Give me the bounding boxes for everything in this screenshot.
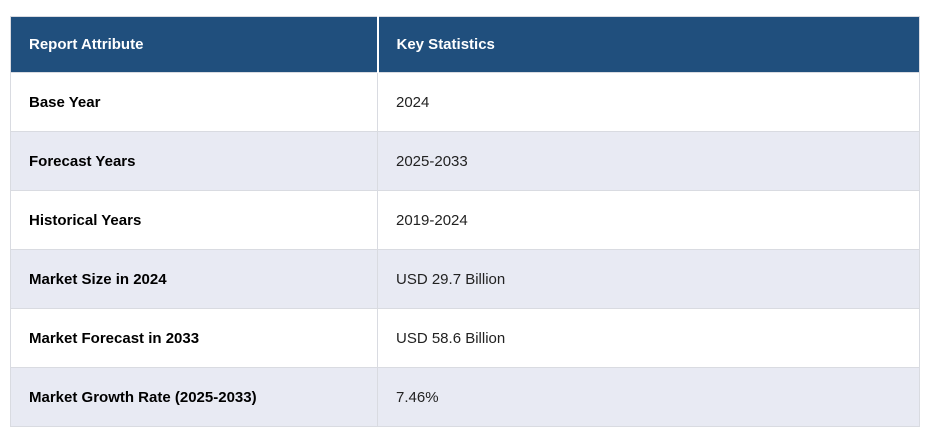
value-cell: 2025-2033 <box>377 131 920 191</box>
column-header-report-attribute: Report Attribute <box>10 16 379 73</box>
report-statistics-table-container: Report Attribute Key Statistics Base Yea… <box>10 16 920 427</box>
table-row: Market Size in 2024 USD 29.7 Billion <box>10 249 920 309</box>
table-row: Market Growth Rate (2025-2033) 7.46% <box>10 367 920 427</box>
attribute-cell: Market Growth Rate (2025-2033) <box>10 367 378 427</box>
table-row: Historical Years 2019-2024 <box>10 190 920 250</box>
column-header-key-statistics: Key Statistics <box>396 36 495 53</box>
table-row: Market Forecast in 2033 USD 58.6 Billion <box>10 308 920 368</box>
table-row: Forecast Years 2025-2033 <box>10 131 920 191</box>
attribute-cell: Market Size in 2024 <box>10 249 378 309</box>
attribute-cell: Market Forecast in 2033 <box>10 308 378 368</box>
value-cell: 2024 <box>377 72 920 132</box>
value-cell: 7.46% <box>377 367 920 427</box>
header-row: Report Attribute Key Statistics <box>10 16 920 73</box>
attribute-cell: Forecast Years <box>10 131 378 191</box>
value-cell: USD 29.7 Billion <box>377 249 920 309</box>
table-body: Base Year 2024 Forecast Years 2025-2033 Hist… <box>10 72 920 427</box>
table-header: Report Attribute Key Statistics <box>10 16 920 73</box>
attribute-cell: Historical Years <box>10 190 378 250</box>
value-cell: USD 58.6 Billion <box>377 308 920 368</box>
table-row: Base Year 2024 <box>10 72 920 132</box>
attribute-cell: Base Year <box>10 72 378 132</box>
value-cell: 2019-2024 <box>377 190 920 250</box>
report-statistics-table: Report Attribute Key Statistics Base Yea… <box>10 16 920 427</box>
